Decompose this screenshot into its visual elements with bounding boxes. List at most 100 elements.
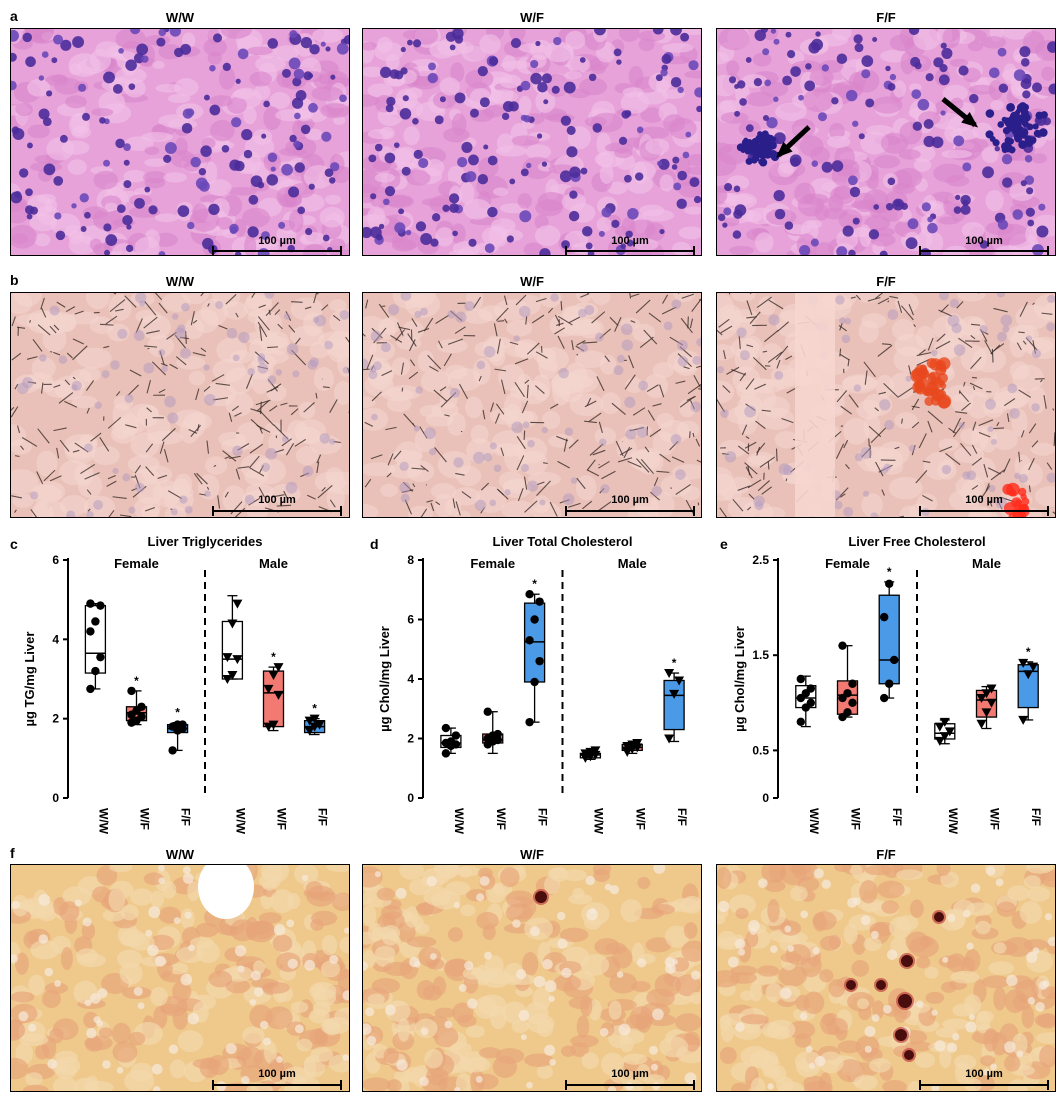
chart-e-data-point [848, 679, 857, 688]
chart-c-data-point [96, 601, 105, 610]
scale-bar [919, 246, 1049, 256]
chart-c-data-point [232, 599, 243, 609]
chart-d-x-tick-label: W/F [633, 808, 647, 830]
chart-c-data-point [304, 726, 315, 736]
chart-d-y-tick-label: 6 [407, 613, 414, 627]
chart-e-data-point [890, 655, 899, 665]
chart-liver-free-cholesterol: Liver Free Cholesterol 0 0.5 1.5 2.5 µg Chol/… [732, 534, 1043, 835]
chart-d-x-tick-label: W/W [591, 808, 605, 835]
chart-e-data-point [843, 689, 852, 698]
chart-c-data-point [309, 714, 320, 724]
chart-c-box-male-ww [221, 595, 244, 680]
row-f-title-ww: W/W [165, 847, 195, 862]
scale-bar [919, 506, 1049, 516]
chart-c-data-point [263, 684, 274, 694]
chart-e-data-point [981, 708, 992, 718]
chart-c-significance-mark: * [312, 702, 317, 716]
scale-label: 100 µm [965, 1068, 1003, 1080]
chart-d-data-point [530, 677, 539, 687]
chart-c-data-point [86, 627, 95, 636]
scale-bar [212, 506, 342, 516]
chart-c-data-point [178, 720, 187, 729]
chart-c-data-point [227, 671, 238, 681]
chart-c-data-point [127, 686, 136, 696]
chart-d-x-tick-label: W/F [494, 808, 508, 830]
micrograph-b-wf [362, 292, 702, 518]
chart-c-data-point [86, 599, 95, 608]
chart-e-data-point [981, 689, 992, 699]
chart-d-data-point [535, 597, 544, 606]
chart-e-group-label: Male [972, 556, 1001, 571]
chart-liver-triglycerides: Liver Triglycerides 0 2 4 6 µg TG/mg Liver Fem… [22, 534, 330, 835]
chart-d-data-point [664, 734, 675, 744]
scale-bar [565, 246, 695, 256]
chart-c-significance-mark: * [175, 706, 180, 720]
arrow-icon [776, 125, 811, 158]
chart-e-data-point [843, 708, 852, 717]
chart-c-data-point [137, 712, 146, 721]
scale-label: 100 µm [258, 1068, 296, 1080]
chart-e-data-point [806, 684, 815, 693]
chart-c-group-label: Female [114, 556, 159, 571]
chart-c-title: Liver Triglycerides [148, 534, 263, 549]
chart-d-y-tick-label: 4 [407, 672, 414, 686]
chart-c-y-tick-label: 2 [52, 712, 59, 726]
chart-e-x-tick-label: F/F [890, 808, 904, 826]
chart-d-y-tick-label: 2 [407, 732, 414, 746]
chart-e-data-point [885, 679, 894, 688]
chart-d-data-point [525, 590, 534, 599]
row-b-title-ww: W/W [165, 274, 195, 289]
chart-c-data-point [91, 666, 100, 676]
panel-label-d: d [370, 536, 379, 552]
chart-d-data-point [664, 669, 675, 679]
chart-e-group-label: Female [825, 556, 870, 571]
chart-d-y-tick-label: 8 [407, 553, 414, 567]
chart-e-data-point [1023, 670, 1034, 680]
chart-e-significance-mark: * [1026, 645, 1031, 659]
chart-d-x-tick-label: F/F [675, 808, 689, 826]
chart-c-y-label: µg TG/mg Liver [22, 632, 37, 727]
chart-d-group-label: Female [470, 556, 515, 571]
arrow-icon [941, 97, 979, 128]
chart-d-group-label: Male [618, 556, 647, 571]
chart-e-data-point [986, 684, 997, 694]
chart-e-data-point [944, 727, 955, 737]
chart-d-data-point [451, 731, 461, 740]
chart-e-data-point [976, 694, 987, 704]
chart-e-x-tick-label: W/F [988, 808, 1002, 830]
scale-label: 100 µm [965, 494, 1003, 506]
chart-c-x-tick-label: W/F [275, 808, 289, 830]
chart-c-data-point [91, 617, 100, 626]
chart-c-data-point [96, 652, 105, 662]
chart-c-significance-mark: * [134, 674, 139, 688]
chart-d-significance-mark: * [672, 656, 677, 670]
chart-c-y-tick-label: 6 [52, 553, 59, 567]
chart-e-x-tick-label: W/F [849, 808, 863, 830]
micrograph-f-ww [10, 864, 350, 1092]
chart-d-significance-mark: * [532, 577, 537, 591]
scale-label: 100 µm [611, 494, 649, 506]
scale-bar [919, 1080, 1049, 1090]
chart-d-data-point [669, 689, 680, 699]
chart-c-x-tick-label: W/F [138, 808, 152, 830]
chart-c-x-tick-label: W/W [96, 808, 110, 835]
chart-d-y-label: µg Chol/mg Liver [377, 626, 392, 732]
chart-c-x-tick-label: F/F [316, 808, 330, 826]
scale-bar [212, 1080, 342, 1090]
chart-c-data-point [268, 671, 279, 681]
micrograph-a-ff [716, 28, 1056, 256]
chart-c-data-point [168, 746, 177, 755]
chart-d-y-tick-label: 0 [407, 791, 414, 805]
chart-d-data-point [493, 729, 502, 739]
chart-liver-total-cholesterol: Liver Total Cholesterol 0 2 4 6 8 µg Chol/mg L… [377, 534, 689, 835]
micrograph-f-wf [362, 864, 702, 1092]
chart-e-x-tick-label: W/W [807, 808, 821, 835]
micrograph-a-wf [362, 28, 702, 256]
chart-c-x-tick-label: W/W [233, 808, 247, 835]
chart-e-data-point [939, 717, 950, 727]
chart-c-data-point [314, 720, 325, 730]
micrograph-f-ff [716, 864, 1056, 1092]
chart-c-data-point [268, 720, 279, 730]
chart-e-data-point [880, 693, 889, 703]
chart-c-data-point [273, 663, 284, 673]
